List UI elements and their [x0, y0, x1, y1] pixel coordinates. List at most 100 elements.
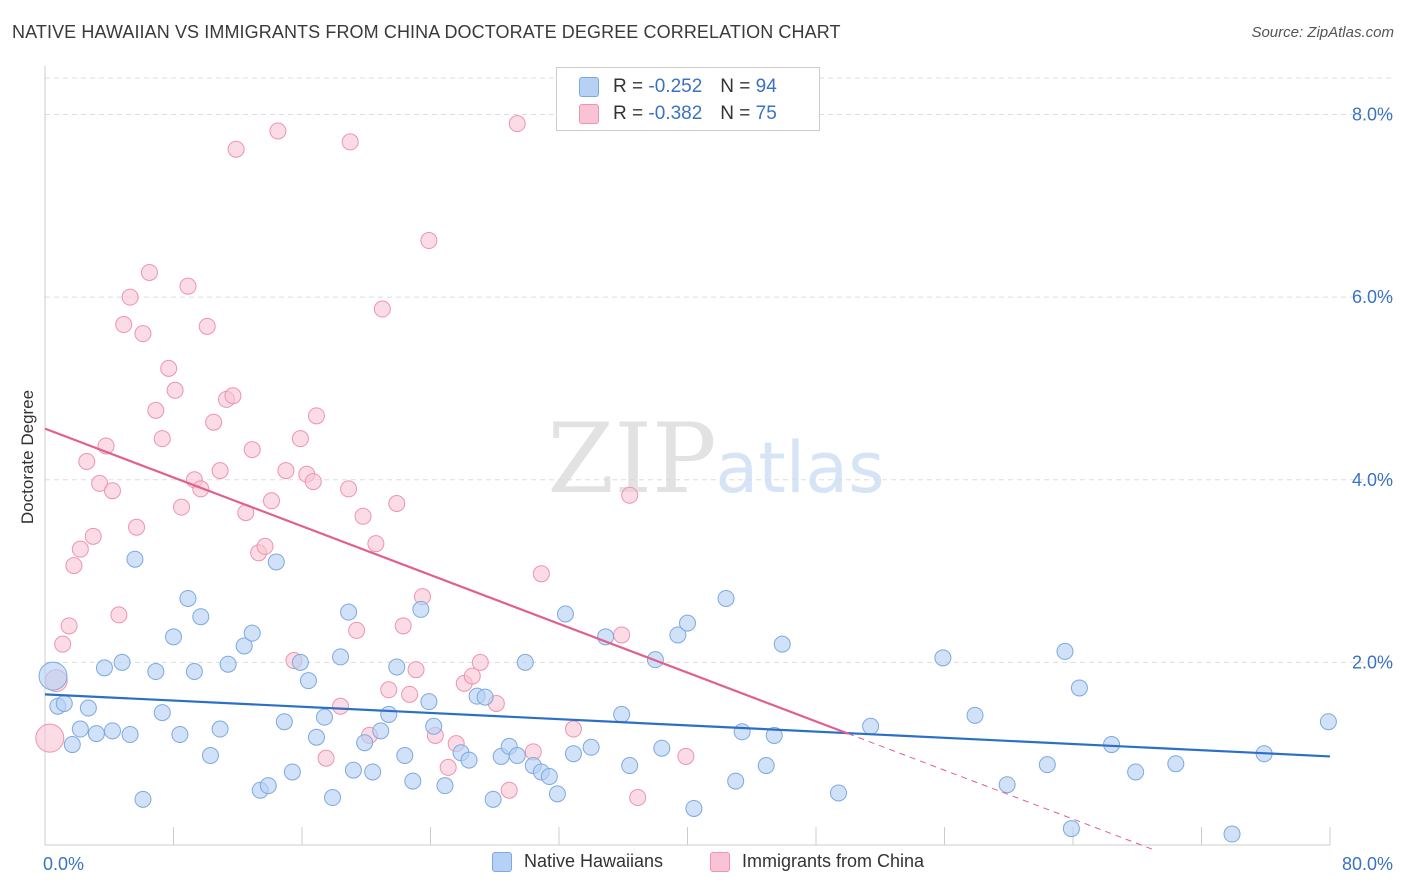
blue-point — [548, 785, 566, 803]
pink-point — [35, 723, 65, 753]
blue-point — [55, 694, 73, 712]
pink-point — [227, 140, 245, 158]
pink-point — [60, 617, 78, 635]
y-tick-label: 6.0% — [1352, 287, 1393, 307]
blue-point — [171, 726, 189, 744]
pink-swatch-icon — [579, 104, 599, 124]
series-native-hawaiians — [38, 550, 1337, 843]
blue-point — [460, 751, 478, 769]
blue-point — [79, 699, 97, 717]
y-tick-label: 8.0% — [1352, 105, 1393, 125]
blue-point — [219, 655, 237, 673]
blue-point — [404, 772, 422, 790]
pink-point — [147, 401, 165, 419]
blue-point — [380, 705, 398, 723]
blue-point — [121, 726, 139, 744]
pink-point — [388, 495, 406, 513]
blue-point — [1056, 642, 1074, 660]
blue-point — [966, 706, 984, 724]
pink-point — [211, 462, 229, 480]
y-tick-label: 2.0% — [1352, 652, 1393, 672]
trend-line-immigrants-from-china — [44, 427, 849, 735]
pink-point — [367, 535, 385, 553]
blue-point — [508, 747, 526, 765]
trend-line-native-hawaiians — [44, 693, 1331, 758]
blue-point — [126, 550, 144, 568]
blue-swatch-icon — [579, 77, 599, 97]
pink-point — [508, 115, 526, 133]
blue-point — [153, 704, 171, 722]
pink-point — [420, 232, 438, 250]
blue-point — [95, 659, 113, 677]
pink-point — [65, 557, 83, 575]
legend-item-immigrants-from-china[interactable]: Immigrants from China — [710, 851, 924, 872]
n-label: N = — [720, 76, 751, 97]
pink-point — [463, 667, 481, 685]
blue-point — [259, 777, 277, 795]
pink-point — [198, 317, 216, 335]
blue-point — [540, 768, 558, 786]
pink-point — [340, 480, 358, 498]
pink-point — [173, 498, 191, 516]
n-label: N = — [720, 103, 751, 124]
blue-point — [829, 784, 847, 802]
pink-point — [140, 263, 158, 281]
pink-point — [110, 606, 128, 624]
pink-point — [243, 441, 261, 459]
blue-point — [243, 624, 261, 642]
blue-point — [134, 790, 152, 808]
pink-point — [166, 381, 184, 399]
blue-point — [201, 747, 219, 765]
y-axis-label: Doctorate Degree — [18, 390, 37, 524]
blue-point — [307, 728, 325, 746]
legend-label: Immigrants from China — [742, 851, 925, 871]
r-value: -0.252 — [648, 76, 703, 97]
pink-point — [128, 518, 146, 536]
blue-point — [1167, 755, 1185, 773]
blue-point — [436, 777, 454, 795]
legend-item-native-hawaiians[interactable]: Native Hawaiians — [492, 851, 663, 872]
bottom-legend: Native Hawaiians Immigrants from China — [0, 851, 1406, 879]
stats-legend: R = -0.252 N = 94 R = -0.382 N = 75 — [556, 67, 820, 131]
blue-point — [556, 605, 574, 623]
blue-point — [1070, 679, 1088, 697]
pink-point — [304, 473, 322, 491]
blue-point — [685, 799, 703, 817]
blue-point — [185, 663, 203, 681]
n-value: 75 — [755, 103, 777, 124]
blue-point — [1038, 756, 1056, 774]
pink-point — [160, 359, 178, 377]
blue-point — [332, 648, 350, 666]
blue-point — [757, 757, 775, 775]
blue-point — [733, 723, 751, 741]
blue-point — [372, 722, 390, 740]
pink-point — [277, 462, 295, 480]
blue-point — [340, 603, 358, 621]
pink-point — [354, 507, 372, 525]
blue-point — [147, 663, 165, 681]
blue-point — [235, 637, 253, 655]
pink-point — [91, 474, 109, 492]
pink-point — [179, 277, 197, 295]
blue-point — [356, 734, 374, 752]
blue-point — [765, 726, 783, 744]
n-value: 94 — [755, 76, 777, 97]
pink-point — [115, 316, 133, 334]
pink-point — [380, 681, 398, 699]
blue-point — [267, 553, 285, 571]
blue-point — [420, 693, 438, 711]
blue-point — [283, 763, 301, 781]
chart-title: NATIVE HAWAIIAN VS IMMIGRANTS FROM CHINA… — [12, 22, 841, 42]
pink-point — [291, 430, 309, 448]
blue-point — [564, 745, 582, 763]
pink-point — [532, 565, 550, 583]
pink-point — [621, 486, 639, 504]
pink-point — [307, 407, 325, 425]
blue-point — [63, 736, 81, 754]
blue-point — [396, 747, 414, 765]
blue-point — [412, 600, 430, 618]
blue-point — [344, 761, 362, 779]
pink-point — [71, 540, 89, 558]
blue-point — [275, 713, 293, 731]
pink-point — [134, 325, 152, 343]
